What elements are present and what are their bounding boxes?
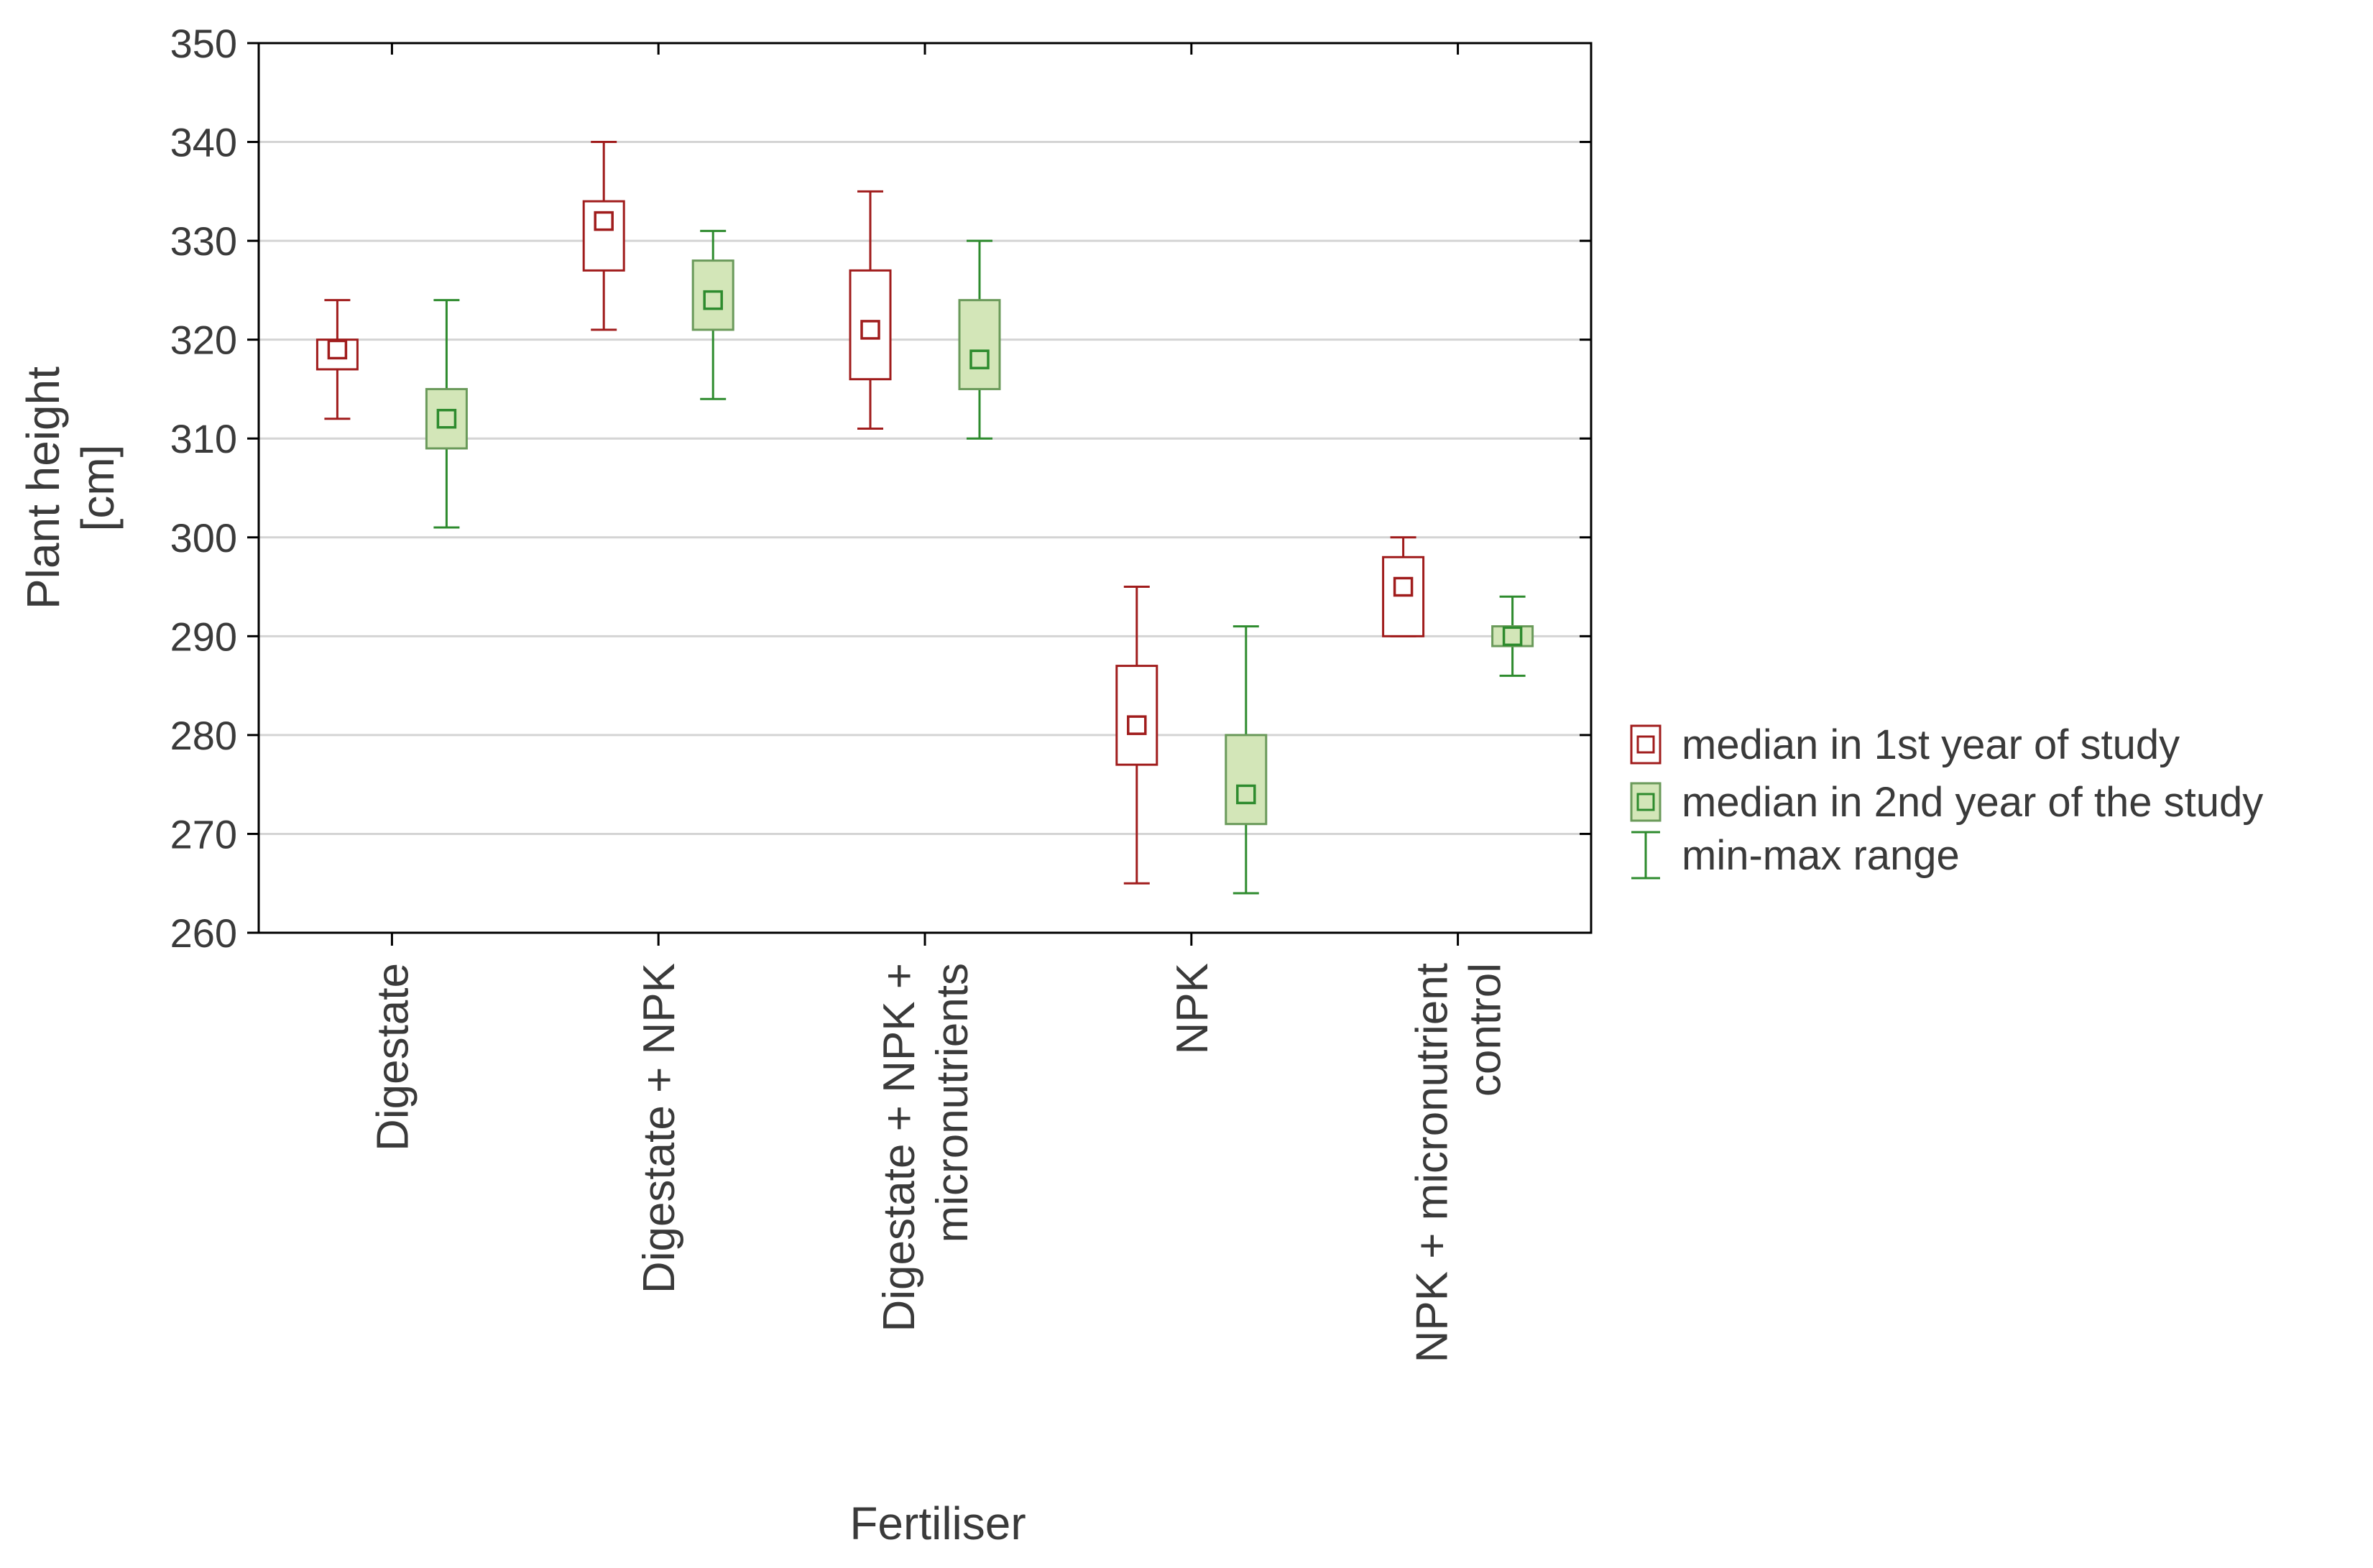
- x-category-label: Digestate + NPK +: [875, 963, 924, 1332]
- y-tick-label: 300: [170, 515, 237, 561]
- y-tick-label: 350: [170, 21, 237, 66]
- legend-label: median in 2nd year of the study: [1682, 779, 2263, 826]
- x-category-label: NPK: [1168, 963, 1217, 1054]
- x-category-label: micronutrients: [928, 963, 977, 1242]
- legend-median-swatch: [1636, 793, 1655, 811]
- median-marker: [436, 408, 457, 429]
- y-axis-title-line-1: Plant height: [17, 366, 69, 609]
- plot-series: [315, 141, 1534, 895]
- legend-label: min-max range: [1682, 832, 1960, 879]
- y-tick-label: 280: [170, 713, 237, 758]
- x-category-label: control: [1461, 963, 1511, 1097]
- x-category-label: Digestate + NPK: [635, 963, 684, 1293]
- median-marker: [860, 320, 880, 340]
- legend: median in 1st year of study median in 2nd…: [1630, 721, 2263, 880]
- median-marker: [969, 349, 990, 369]
- y-axis-title-line-2: [cm]: [72, 445, 124, 532]
- box: [1382, 555, 1425, 637]
- y-axis: 260 270 280 290 300 310 320 330 340 350: [170, 21, 1591, 956]
- y-tick-label: 320: [170, 318, 237, 363]
- median-marker: [594, 211, 614, 231]
- y-tick-label: 290: [170, 614, 237, 659]
- x-axis: Digestate Digestate + NPK Digestate + NPK …: [368, 43, 1511, 1363]
- box: [958, 299, 1001, 390]
- legend-median-swatch: [1636, 735, 1655, 754]
- y-tick-label: 330: [170, 218, 237, 264]
- plot-frame: [257, 42, 1593, 934]
- box: [1115, 665, 1158, 766]
- series-1: [315, 141, 1425, 885]
- x-category-label: Digestate: [368, 963, 418, 1151]
- y-tick-label: 310: [170, 416, 237, 461]
- y-tick-label: 270: [170, 811, 237, 857]
- box: [1225, 734, 1268, 826]
- median-marker: [1502, 626, 1523, 647]
- x-category-label: NPK + micronutrient: [1408, 963, 1457, 1363]
- median-marker: [703, 290, 723, 310]
- y-tick-label: 260: [170, 910, 237, 956]
- median-marker: [327, 339, 348, 360]
- series-2: [425, 229, 1534, 895]
- y-tick-label: 340: [170, 120, 237, 165]
- gridlines: [259, 141, 1591, 835]
- median-marker: [1393, 576, 1414, 597]
- x-axis-title: Fertiliser: [849, 1498, 1026, 1549]
- median-marker: [1236, 784, 1256, 805]
- median-marker: [1127, 715, 1147, 735]
- legend-label: median in 1st year of study: [1682, 721, 2180, 768]
